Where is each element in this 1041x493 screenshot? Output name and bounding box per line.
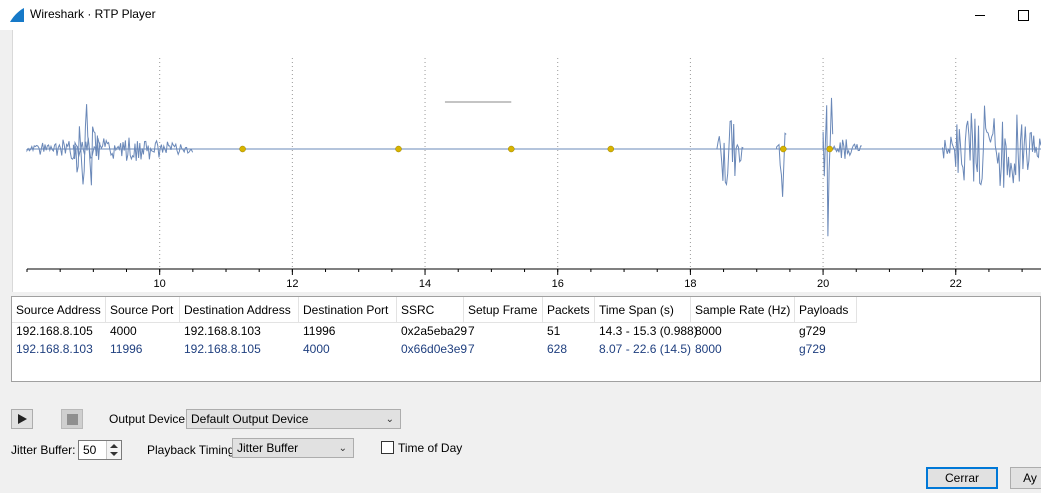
play-button[interactable] <box>11 409 33 429</box>
cell-source-port: 4000 <box>110 324 137 338</box>
waveform-burst <box>822 97 834 237</box>
x-axis-tick-label: 10 <box>154 278 166 290</box>
help-button[interactable]: Ay <box>1010 467 1041 489</box>
cell-setup-frame: 7 <box>468 342 475 356</box>
playback-controls: Output Device: Default Output Device ⌄ J… <box>0 400 1041 493</box>
packet-marker <box>607 145 615 153</box>
x-axis-tick-label: 14 <box>419 278 431 290</box>
column-header-sample-rate[interactable]: Sample Rate (Hz) <box>691 297 795 323</box>
x-axis-tick-label: 20 <box>817 278 829 290</box>
waveform-burst <box>942 105 1041 188</box>
waveform-burst <box>716 120 744 187</box>
table-header: Source Address Source Port Destination A… <box>12 297 1040 323</box>
cell-payloads: g729 <box>799 324 826 338</box>
column-header-setup-frame[interactable]: Setup Frame <box>464 297 543 323</box>
x-axis-tick-label: 12 <box>286 278 298 290</box>
cell-ssrc: 0x66d0e3e9 <box>401 342 468 356</box>
maximize-button[interactable] <box>1000 0 1041 30</box>
spinbox-arrows[interactable] <box>106 441 121 459</box>
column-header-source-address[interactable]: Source Address <box>12 297 106 323</box>
x-axis-tick-label: 18 <box>684 278 696 290</box>
maximize-icon <box>1017 9 1029 21</box>
jitter-buffer-spinbox[interactable]: 50 <box>78 440 122 460</box>
playback-timing-select[interactable]: Jitter Buffer ⌄ <box>232 438 354 458</box>
packet-marker <box>780 145 787 153</box>
table-row[interactable]: 192.168.8.103 11996 192.168.8.105 4000 0… <box>12 340 1040 358</box>
cell-packets: 628 <box>547 342 568 356</box>
x-axis-tick-label: 22 <box>950 278 962 290</box>
wireshark-fin-icon <box>10 8 24 22</box>
cell-source-address: 192.168.8.105 <box>16 324 93 338</box>
output-device-select[interactable]: Default Output Device ⌄ <box>186 409 401 429</box>
waveform-plot[interactable]: 10 12 14 16 18 20 22 <box>12 30 1041 292</box>
x-axis-tick-label: 16 <box>552 278 564 290</box>
packet-marker <box>395 145 402 153</box>
column-header-time-span[interactable]: Time Span (s) <box>595 297 691 323</box>
cell-destination-address: 192.168.8.103 <box>184 324 261 338</box>
minimize-button[interactable] <box>957 0 1003 30</box>
jitter-buffer-label: Jitter Buffer: <box>11 443 76 457</box>
cell-packets: 51 <box>547 324 561 338</box>
cell-sample-rate: 8000 <box>695 342 722 356</box>
waveform-burst <box>832 139 862 159</box>
column-header-payloads[interactable]: Payloads <box>795 297 857 323</box>
playback-timing-label: Playback Timing: <box>147 443 238 457</box>
packet-marker <box>826 145 833 153</box>
cell-source-port: 11996 <box>110 342 143 356</box>
chevron-down-icon: ⌄ <box>338 443 347 454</box>
title-bar: Wireshark · RTP Player <box>0 0 1041 30</box>
column-header-destination-address[interactable]: Destination Address <box>180 297 299 323</box>
waveform-burst <box>26 137 194 161</box>
chevron-down-icon: ⌄ <box>385 414 394 425</box>
output-device-label: Output Device: <box>109 412 189 426</box>
time-of-day-label[interactable]: Time of Day <box>398 441 463 455</box>
table-row[interactable]: 192.168.8.105 4000 192.168.8.103 11996 0… <box>12 322 1040 340</box>
waveform-burst <box>776 132 787 197</box>
cell-time-span: 14.3 - 15.3 (0.988) <box>599 324 698 338</box>
close-button[interactable]: Cerrar <box>926 467 998 489</box>
arrow-up-icon[interactable] <box>110 444 118 448</box>
cell-ssrc: 0x2a5eba29 <box>401 324 468 338</box>
stop-icon <box>67 414 78 425</box>
cell-setup-frame: 7 <box>468 324 475 338</box>
column-header-destination-port[interactable]: Destination Port <box>299 297 397 323</box>
streams-table[interactable]: Source Address Source Port Destination A… <box>11 296 1041 382</box>
cell-sample-rate: 8000 <box>695 324 722 338</box>
cell-destination-address: 192.168.8.105 <box>184 342 261 356</box>
stop-button[interactable] <box>61 409 83 429</box>
column-header-ssrc[interactable]: SSRC <box>397 297 464 323</box>
waveform-svg[interactable]: 10 12 14 16 18 20 22 <box>13 30 1041 292</box>
arrow-down-icon[interactable] <box>110 452 118 456</box>
packet-marker <box>239 145 246 153</box>
playback-timing-value: Jitter Buffer <box>237 441 299 455</box>
cell-payloads: g729 <box>799 342 826 356</box>
cell-destination-port: 11996 <box>303 324 336 338</box>
packet-marker <box>508 145 515 153</box>
cell-source-address: 192.168.8.103 <box>16 342 93 356</box>
column-header-packets[interactable]: Packets <box>543 297 595 323</box>
play-icon <box>18 414 27 424</box>
cell-time-span: 8.07 - 22.6 (14.5) <box>599 342 692 356</box>
output-device-value: Default Output Device <box>191 412 309 426</box>
minimize-icon <box>975 14 985 16</box>
waveform-burst <box>72 104 101 186</box>
column-header-source-port[interactable]: Source Port <box>106 297 180 323</box>
jitter-buffer-value: 50 <box>83 443 97 457</box>
window-title: Wireshark · RTP Player <box>30 7 156 21</box>
time-of-day-checkbox[interactable] <box>381 441 394 454</box>
cell-destination-port: 4000 <box>303 342 330 356</box>
